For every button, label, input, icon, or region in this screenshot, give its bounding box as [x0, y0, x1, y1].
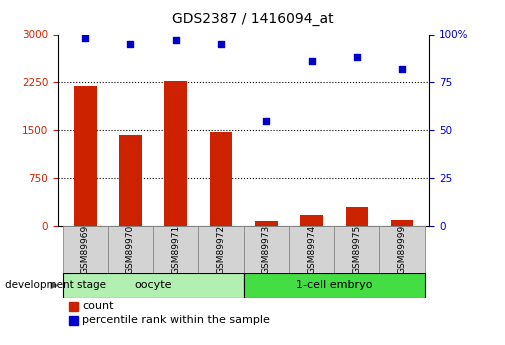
Bar: [74, 86, 96, 226]
Bar: [244, 226, 289, 273]
Bar: [165, 81, 187, 226]
Bar: [210, 131, 232, 226]
Text: GSM89999: GSM89999: [397, 225, 407, 274]
Text: development stage: development stage: [5, 280, 106, 290]
Bar: [391, 220, 414, 226]
Bar: [300, 215, 323, 226]
Text: GSM89970: GSM89970: [126, 225, 135, 274]
Bar: [119, 135, 142, 226]
Text: percentile rank within the sample: percentile rank within the sample: [82, 315, 270, 325]
Bar: [108, 226, 153, 273]
Point: [353, 55, 361, 60]
Bar: [379, 226, 425, 273]
Point: [126, 41, 134, 47]
Bar: [198, 226, 244, 273]
Bar: [69, 302, 78, 311]
Text: GSM89973: GSM89973: [262, 225, 271, 274]
Point: [172, 38, 180, 43]
Bar: [345, 207, 368, 226]
Text: GSM89972: GSM89972: [217, 225, 226, 274]
Text: 1-cell embryo: 1-cell embryo: [296, 280, 373, 290]
Text: GDS2387 / 1416094_at: GDS2387 / 1416094_at: [172, 12, 333, 26]
Bar: [63, 226, 108, 273]
Bar: [63, 273, 244, 298]
Text: count: count: [82, 302, 114, 312]
Point: [308, 59, 316, 64]
Point: [217, 41, 225, 47]
Bar: [153, 226, 198, 273]
Point: [81, 36, 89, 41]
Text: GSM89975: GSM89975: [352, 225, 361, 274]
Text: oocyte: oocyte: [134, 280, 172, 290]
Bar: [69, 316, 78, 325]
Text: GSM89971: GSM89971: [171, 225, 180, 274]
Point: [398, 66, 406, 72]
Bar: [255, 220, 278, 226]
Bar: [289, 226, 334, 273]
Text: GSM89974: GSM89974: [307, 225, 316, 274]
Point: [262, 118, 270, 124]
Bar: [334, 226, 379, 273]
Text: GSM89969: GSM89969: [81, 225, 90, 274]
Bar: [244, 273, 425, 298]
